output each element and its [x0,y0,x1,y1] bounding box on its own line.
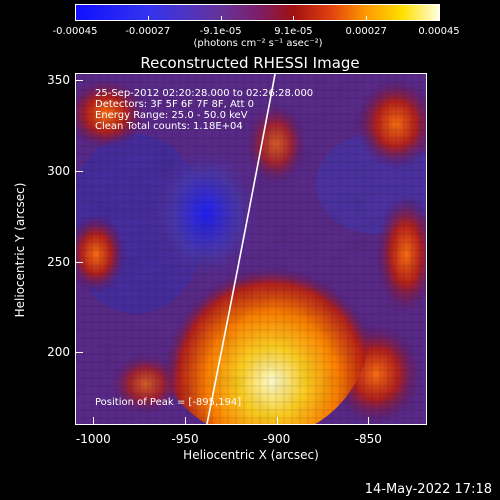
x-axis-label: Heliocentric X (arcsec) [183,448,319,462]
annotation-clean: Clean Total counts: 1.18E+04 [95,121,243,132]
x-tick-label: -900 [263,432,291,446]
colorbar-tick-mark [439,16,440,21]
y-tick-mark [75,80,83,82]
timestamp: 14-May-2022 17:18 [364,482,492,497]
y-tick-label: 200 [47,345,70,360]
x-tick-mark [93,417,95,425]
annotation-peak: Position of Peak = [-895,194] [95,397,242,408]
colorbar-tick-label: 9.1e-05 [274,26,313,37]
colorbar-tick-label: -0.00045 [52,26,98,37]
x-tick-mark [185,417,186,425]
annotation-energy: Energy Range: 25.0 - 50.0 keV [95,110,248,121]
y-tick-mark [75,352,83,354]
colorbar-units: (photons cm⁻² s⁻¹ asec⁻²) [193,38,323,49]
colorbar-tick-mark [293,16,295,21]
colorbar-tick-mark [75,16,76,21]
x-tick-mark [276,417,278,425]
y-tick-label: 250 [47,254,70,269]
annotation-detectors: Detectors: 3F 5F 6F 7F 8F, Att 0 [95,99,255,110]
y-tick-label: 350 [47,73,70,88]
colorbar [75,4,440,21]
colorbar-tick-mark [366,16,368,21]
x-tick-label: -1000 [75,432,111,446]
rhessi-map [76,74,426,424]
colorbar-tick-mark [147,16,149,21]
colorbar-tick-label: 0.00045 [418,26,460,37]
colorbar-tick-label: -0.00027 [125,26,171,37]
colorbar-tick-label: -9.1e-05 [199,26,242,37]
y-axis-label: Heliocentric Y (arcsec) [13,182,27,318]
solar-image: 25-Sep-2012 02:20:28.000 to 02:26:28.000… [75,73,427,425]
colorbar-tick-label: 0.00027 [345,26,387,37]
y-tick-mark [75,261,83,263]
x-tick-label: -950 [171,432,199,446]
y-tick-mark [75,170,83,172]
colorbar-tick-mark [220,16,222,21]
image-title: Reconstructed RHESSI Image [140,54,360,72]
x-tick-label: -850 [354,432,382,446]
annotation-time: 25-Sep-2012 02:20:28.000 to 02:26:28.000 [95,88,314,99]
x-tick-mark [368,417,370,425]
solar-limb [206,74,276,424]
y-tick-label: 300 [47,163,70,178]
